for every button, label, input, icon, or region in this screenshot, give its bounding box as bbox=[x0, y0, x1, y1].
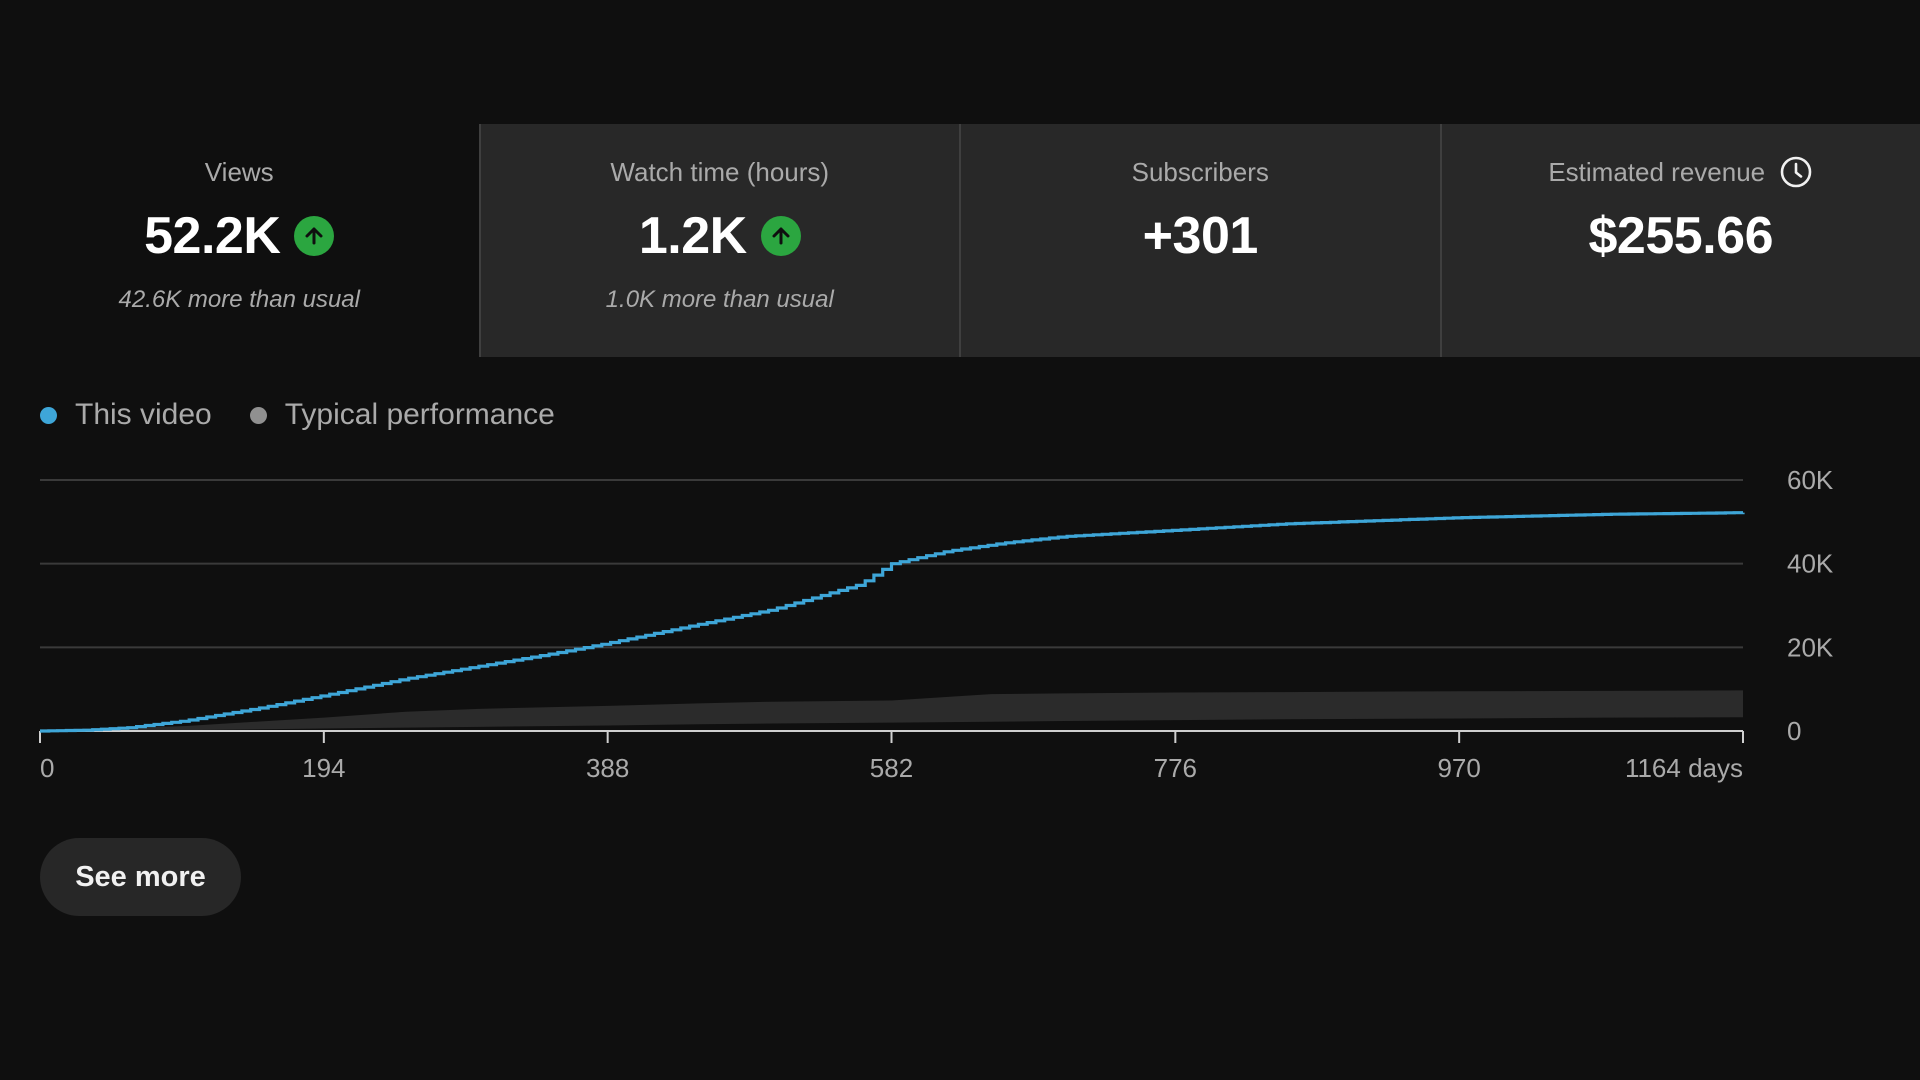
metric-label: Estimated revenue bbox=[1548, 156, 1766, 187]
x-tick-label: 1164 days bbox=[1625, 753, 1743, 783]
views-chart: 0 20K 40K 60K 0 194 388 582 776 970 1164 days bbox=[39, 465, 1834, 783]
y-tick-label: 20K bbox=[1787, 632, 1834, 662]
metric-value: +301 bbox=[1142, 207, 1259, 265]
series-line-this-video bbox=[40, 511, 1745, 733]
x-tick-label: 582 bbox=[870, 753, 913, 783]
chart-legend: This video Typical performance bbox=[40, 394, 593, 436]
trend-up-icon bbox=[760, 216, 801, 256]
trend-up-icon bbox=[294, 216, 335, 256]
x-tick-label: 776 bbox=[1154, 753, 1197, 783]
legend-dot-this-video bbox=[40, 406, 57, 424]
metrics-row: Views 52.2K 42.6K more than usual Watch … bbox=[0, 124, 1920, 357]
metric-value-row: 52.2K bbox=[144, 207, 335, 265]
see-more-button[interactable]: See more bbox=[40, 838, 241, 916]
legend-label-typical: Typical performance bbox=[284, 398, 555, 431]
metric-note: 42.6K more than usual bbox=[118, 286, 361, 313]
metric-value-row: +301 bbox=[1142, 207, 1259, 265]
legend-label-this-video: This video bbox=[75, 398, 212, 431]
legend-dot-typical bbox=[249, 406, 267, 424]
metric-card-subscribers[interactable]: Subscribers +301 bbox=[959, 124, 1440, 357]
typical-performance-band bbox=[40, 690, 1743, 731]
metric-value-row: 1.2K bbox=[638, 207, 801, 265]
metric-label: Watch time (hours) bbox=[610, 156, 830, 187]
metric-value: $255.66 bbox=[1588, 207, 1774, 265]
metric-label-row: Estimated revenue bbox=[1548, 156, 1813, 188]
legend-item-this-video: This video bbox=[40, 398, 212, 432]
y-tick-label: 60K bbox=[1787, 465, 1834, 495]
metric-value: 1.2K bbox=[638, 207, 747, 265]
legend-item-typical: Typical performance bbox=[249, 398, 555, 432]
x-tick-label: 0 bbox=[40, 753, 54, 783]
metric-note: 1.0K more than usual bbox=[605, 286, 834, 313]
clock-icon[interactable] bbox=[1779, 155, 1813, 189]
metric-value: 52.2K bbox=[144, 207, 281, 265]
x-tick-label: 194 bbox=[302, 753, 345, 783]
metric-card-watch-time[interactable]: Watch time (hours) 1.2K 1.0K more than u… bbox=[478, 124, 959, 357]
metric-card-revenue[interactable]: Estimated revenue $255.66 bbox=[1439, 124, 1920, 357]
y-tick-label: 0 bbox=[1787, 716, 1801, 746]
y-tick-label: 40K bbox=[1787, 549, 1834, 579]
metric-value-row: $255.66 bbox=[1588, 207, 1774, 265]
metric-label: Views bbox=[204, 156, 274, 187]
x-tick-label: 970 bbox=[1437, 753, 1480, 783]
metric-label: Subscribers bbox=[1131, 156, 1269, 187]
metric-card-views[interactable]: Views 52.2K 42.6K more than usual bbox=[0, 124, 479, 357]
x-tick-label: 388 bbox=[586, 753, 629, 783]
